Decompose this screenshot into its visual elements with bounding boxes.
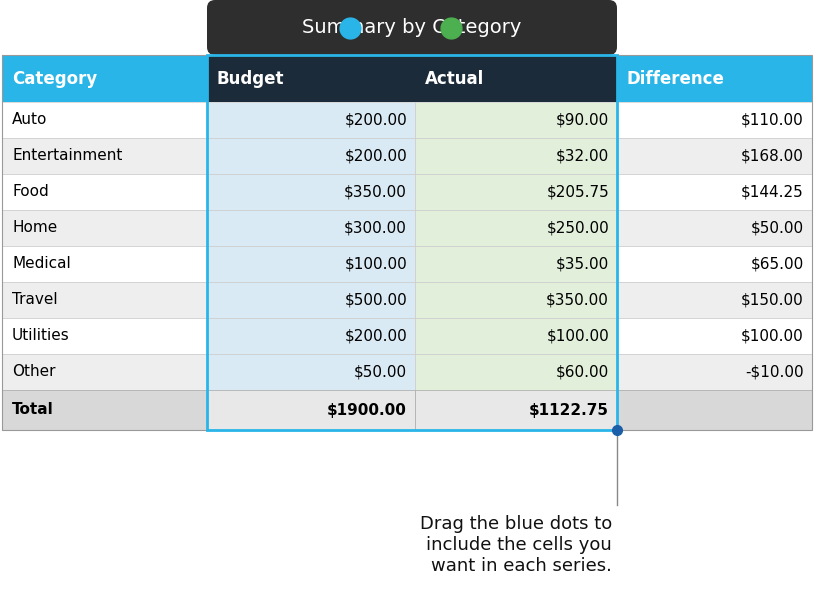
- Text: Entertainment: Entertainment: [12, 149, 122, 163]
- Text: $1122.75: $1122.75: [529, 403, 609, 417]
- Bar: [617, 282, 812, 318]
- Bar: [2, 138, 207, 174]
- Text: $200.00: $200.00: [344, 329, 407, 343]
- FancyBboxPatch shape: [207, 0, 617, 55]
- Text: $110.00: $110.00: [742, 113, 804, 127]
- Text: $205.75: $205.75: [546, 184, 609, 200]
- Text: $168.00: $168.00: [741, 149, 804, 163]
- Text: $1900.00: $1900.00: [327, 403, 407, 417]
- Bar: [415, 246, 617, 282]
- Bar: [617, 174, 812, 210]
- Bar: [415, 282, 617, 318]
- Text: $150.00: $150.00: [742, 293, 804, 307]
- Text: Medical: Medical: [12, 256, 71, 272]
- Text: $50.00: $50.00: [751, 220, 804, 236]
- Text: $200.00: $200.00: [344, 149, 407, 163]
- Bar: [2, 318, 207, 354]
- Bar: [207, 390, 415, 430]
- Bar: [207, 174, 415, 210]
- Text: Actual: Actual: [425, 70, 484, 88]
- Bar: [207, 318, 415, 354]
- Bar: [2, 246, 207, 282]
- Text: $250.00: $250.00: [546, 220, 609, 236]
- Text: Difference: Difference: [627, 70, 725, 88]
- Bar: [617, 55, 812, 102]
- Bar: [415, 174, 617, 210]
- Text: Total: Total: [12, 403, 54, 417]
- Text: $65.00: $65.00: [751, 256, 804, 272]
- Text: $35.00: $35.00: [556, 256, 609, 272]
- Text: Other: Other: [12, 365, 55, 379]
- Text: Budget: Budget: [217, 70, 285, 88]
- Bar: [207, 55, 415, 102]
- Text: $144.25: $144.25: [742, 184, 804, 200]
- Bar: [617, 246, 812, 282]
- Bar: [207, 102, 415, 138]
- Text: $100.00: $100.00: [546, 329, 609, 343]
- Bar: [617, 318, 812, 354]
- Bar: [415, 55, 617, 102]
- Text: Home: Home: [12, 220, 57, 236]
- Text: $100.00: $100.00: [344, 256, 407, 272]
- Text: Drag the blue dots to
include the cells you
want in each series.: Drag the blue dots to include the cells …: [420, 515, 612, 575]
- Bar: [207, 354, 415, 390]
- Bar: [617, 138, 812, 174]
- Bar: [207, 138, 415, 174]
- Bar: [2, 354, 207, 390]
- Bar: [415, 138, 617, 174]
- Text: $50.00: $50.00: [354, 365, 407, 379]
- Bar: [617, 354, 812, 390]
- Text: $300.00: $300.00: [344, 220, 407, 236]
- Bar: [415, 318, 617, 354]
- Bar: [415, 390, 617, 430]
- Bar: [617, 210, 812, 246]
- Text: $350.00: $350.00: [546, 293, 609, 307]
- Bar: [2, 55, 812, 430]
- Text: Food: Food: [12, 184, 49, 200]
- Bar: [2, 174, 207, 210]
- Bar: [207, 282, 415, 318]
- Text: $60.00: $60.00: [556, 365, 609, 379]
- Bar: [207, 55, 617, 430]
- Text: $32.00: $32.00: [556, 149, 609, 163]
- Text: Auto: Auto: [12, 113, 47, 127]
- Bar: [415, 102, 617, 138]
- Text: Travel: Travel: [12, 293, 58, 307]
- Bar: [207, 210, 415, 246]
- Text: $350.00: $350.00: [344, 184, 407, 200]
- Bar: [2, 210, 207, 246]
- Text: Category: Category: [12, 70, 97, 88]
- Bar: [415, 210, 617, 246]
- Text: Summary by Category: Summary by Category: [302, 18, 522, 37]
- Bar: [415, 354, 617, 390]
- Bar: [207, 246, 415, 282]
- Bar: [617, 102, 812, 138]
- Text: Utilities: Utilities: [12, 329, 70, 343]
- Bar: [2, 390, 207, 430]
- Text: -$10.00: -$10.00: [746, 365, 804, 379]
- Text: $200.00: $200.00: [344, 113, 407, 127]
- Bar: [2, 102, 207, 138]
- Bar: [2, 282, 207, 318]
- Bar: [617, 390, 812, 430]
- Bar: [2, 55, 207, 102]
- Text: $100.00: $100.00: [742, 329, 804, 343]
- Text: $90.00: $90.00: [556, 113, 609, 127]
- Text: $500.00: $500.00: [344, 293, 407, 307]
